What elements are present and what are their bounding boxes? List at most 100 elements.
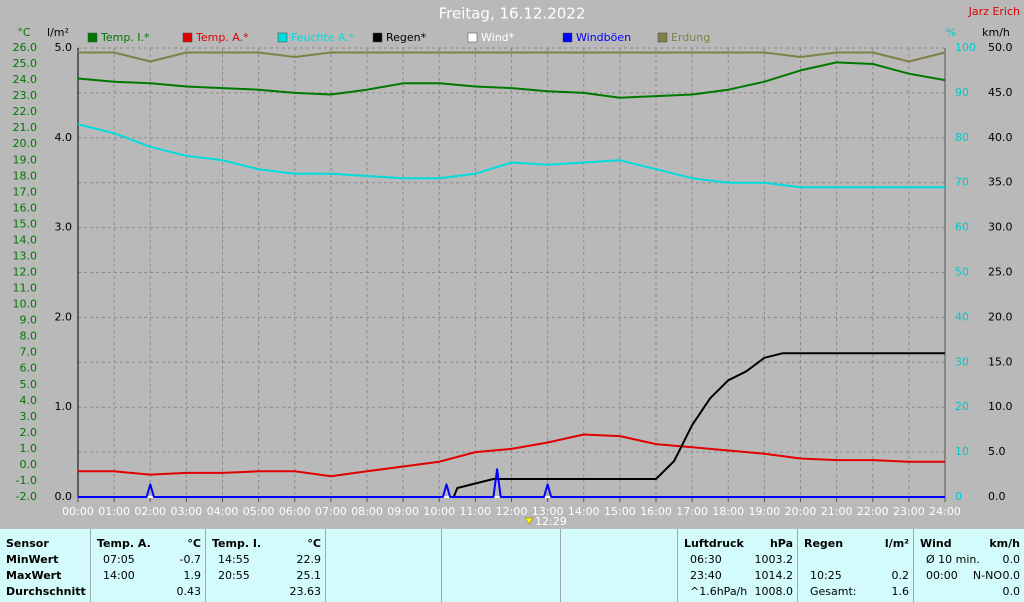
y3-tick-label: 60 xyxy=(955,221,969,234)
cursor-marker xyxy=(524,517,534,525)
x-tick-label: 10:00 xyxy=(423,505,455,518)
y-tick-label: 7.0 xyxy=(20,346,38,359)
y-tick-label: 17.0 xyxy=(13,185,38,198)
table-cell: 14:00 xyxy=(103,569,135,582)
table-cell: 0.2 xyxy=(891,569,910,582)
table-cell: Temp. I. xyxy=(212,537,262,550)
table-cell: 06:30 xyxy=(690,553,722,566)
x-tick-label: 13:00 xyxy=(532,505,564,518)
x-tick-label: 21:00 xyxy=(821,505,853,518)
table-cell: MinWert xyxy=(6,553,59,566)
y4-tick-label: 30.0 xyxy=(988,221,1013,234)
table-cell: 0.43 xyxy=(176,585,202,598)
legend-label: Wind* xyxy=(481,31,515,44)
y-tick-label: 20.0 xyxy=(13,137,38,150)
y-tick-label: 4.0 xyxy=(20,394,38,407)
chart-title: Freitag, 16.12.2022 xyxy=(439,5,586,23)
table-cell: Gesamt: xyxy=(810,585,857,598)
y2-tick-label: 3.0 xyxy=(55,221,73,234)
table-cell: Durchschnitt xyxy=(6,585,86,598)
y-tick-label: 26.0 xyxy=(13,41,38,54)
y-tick-label: 14.0 xyxy=(13,233,38,246)
legend-swatch xyxy=(277,32,288,43)
y4-tick-label: 0.0 xyxy=(988,490,1006,503)
y-tick-label: 8.0 xyxy=(20,330,38,343)
stats-panel: Wind km/h Ø 10 min. 0.0 00:00 N-NO 0.0 0.0 xyxy=(913,529,1024,602)
table-cell: 23:40 xyxy=(690,569,722,582)
table-cell: °C xyxy=(187,537,201,550)
y4-tick-label: 35.0 xyxy=(988,176,1013,189)
legend-label: Regen* xyxy=(386,31,427,44)
stats-panel-empty xyxy=(325,529,441,602)
y3-tick-label: 50 xyxy=(955,266,969,279)
x-tick-label: 22:00 xyxy=(857,505,889,518)
x-tick-label: 11:00 xyxy=(460,505,492,518)
legend-swatch xyxy=(467,32,478,43)
y-tick-label: -1.0 xyxy=(16,474,37,487)
x-tick-label: 20:00 xyxy=(785,505,817,518)
y-axis-unit: °C xyxy=(17,26,31,39)
y-tick-label: 9.0 xyxy=(20,314,38,327)
table-cell: Luftdruck xyxy=(684,537,744,550)
y2-tick-label: 4.0 xyxy=(55,131,73,144)
y4-tick-label: 40.0 xyxy=(988,131,1013,144)
y3-tick-label: 90 xyxy=(955,86,969,99)
x-tick-label: 06:00 xyxy=(279,505,311,518)
stats-panel: Temp. I. °C 14:55 22.9 20:55 25.1 23.63 xyxy=(205,529,325,602)
y3-tick-label: 20 xyxy=(955,400,969,413)
y-tick-label: 22.0 xyxy=(13,105,38,118)
y4-axis-unit: km/h xyxy=(982,26,1010,39)
y-tick-label: 18.0 xyxy=(13,169,38,182)
x-tick-label: 23:00 xyxy=(893,505,925,518)
legend-label: Temp. I.* xyxy=(100,31,150,44)
y3-tick-label: 70 xyxy=(955,176,969,189)
y-tick-label: 12.0 xyxy=(13,266,38,279)
table-cell: Ø 10 min. xyxy=(926,553,980,566)
x-tick-label: 01:00 xyxy=(98,505,130,518)
y-tick-label: -2.0 xyxy=(16,490,37,503)
series-line xyxy=(78,433,945,478)
x-tick-label: 14:00 xyxy=(568,505,600,518)
y4-tick-label: 20.0 xyxy=(988,310,1013,323)
table-cell: l/m² xyxy=(884,537,909,550)
y2-axis-unit: l/m² xyxy=(47,26,69,39)
table-cell: Wind xyxy=(920,537,952,550)
series-line xyxy=(78,352,945,498)
y4-tick-label: 15.0 xyxy=(988,355,1013,368)
table-cell: ^1.6hPa/h xyxy=(690,585,748,598)
legend-swatch xyxy=(182,32,193,43)
table-cell: 0.0 xyxy=(1002,569,1021,582)
stats-table: Sensor MinWert MaxWert Durchschnitt Temp. A… xyxy=(0,529,1024,602)
series-line xyxy=(77,61,946,99)
y-tick-label: 10.0 xyxy=(13,298,38,311)
stats-panel: Temp. A. °C 07:05 -0.7 14:00 1.9 0.43 xyxy=(90,529,205,602)
y-tick-label: 2.0 xyxy=(20,426,38,439)
table-cell: 0.0 xyxy=(1002,553,1021,566)
y3-axis-unit: % xyxy=(946,26,956,39)
stats-panel-empty xyxy=(560,529,677,602)
stats-panel: Sensor MinWert MaxWert Durchschnitt xyxy=(0,529,90,602)
y4-tick-label: 25.0 xyxy=(988,266,1013,279)
x-tick-label: 02:00 xyxy=(134,505,166,518)
author: Jarz Erich xyxy=(968,5,1020,18)
legend-label: Windböen xyxy=(576,31,631,44)
table-cell: 20:55 xyxy=(218,569,250,582)
y-tick-label: 0.0 xyxy=(20,458,38,471)
y-tick-label: 13.0 xyxy=(13,249,38,262)
legend-label: Erdung xyxy=(671,31,710,44)
table-cell: °C xyxy=(307,537,321,550)
table-cell: Temp. A. xyxy=(97,537,151,550)
y-tick-label: 6.0 xyxy=(20,362,38,375)
y-tick-label: 19.0 xyxy=(13,153,38,166)
table-cell: MaxWert xyxy=(6,569,62,582)
legend-label: Feuchte A.* xyxy=(291,31,355,44)
stats-panel: Regen l/m² 10:25 0.2 Gesamt: 1.6 xyxy=(797,529,913,602)
series-line xyxy=(77,123,945,189)
table-cell: km/h xyxy=(989,537,1020,550)
y-tick-label: 15.0 xyxy=(13,217,38,230)
table-cell: 1003.2 xyxy=(754,553,794,566)
table-cell: 22.9 xyxy=(296,553,322,566)
table-cell: 1.6 xyxy=(891,585,910,598)
y4-tick-label: 10.0 xyxy=(988,400,1013,413)
